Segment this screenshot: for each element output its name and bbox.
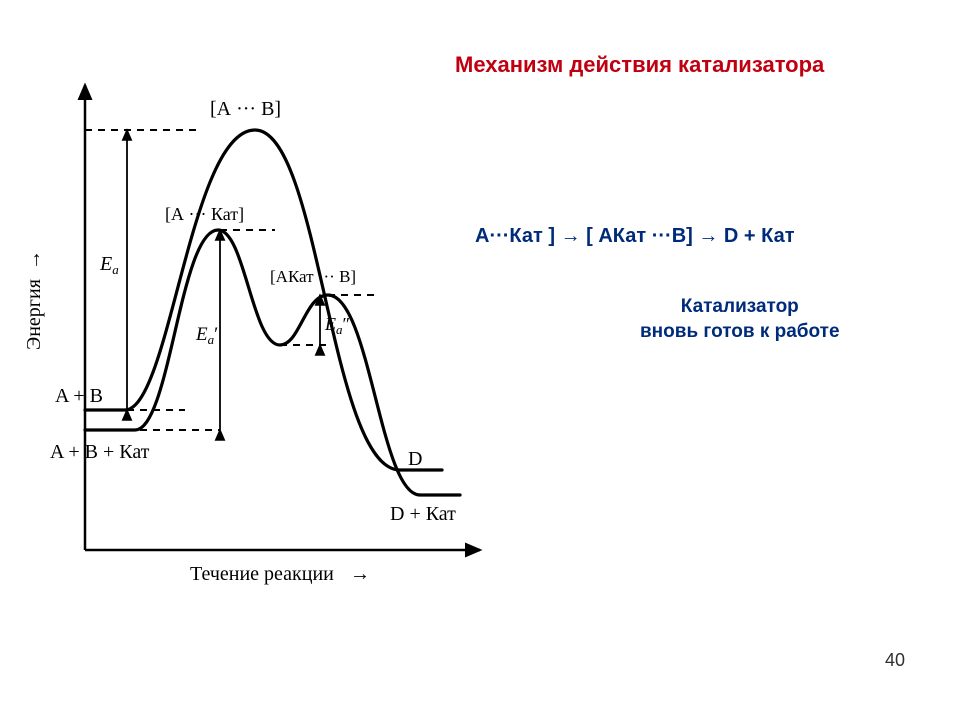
note-line-2: вновь готов к работе [640,321,840,342]
reaction-equation: А···Кат ] → [ АКат ···В] → D + Кат [475,225,795,248]
svg-text:Энергия: Энергия [23,279,45,350]
svg-text:→: → [350,563,370,585]
svg-text:→: → [23,250,45,270]
svg-text:[А ··· В]: [А ··· В] [210,98,281,120]
slide: Механизм действия катализатора А···Кат ]… [0,0,960,720]
svg-text:A + B: A + B [55,385,103,407]
svg-text:D + Кат: D + Кат [390,503,456,525]
slide-title: Механизм действия катализатора [455,52,824,78]
svg-text:[АКат ··· В]: [АКат ··· В] [270,267,356,286]
note-line-1: Катализатор [681,296,799,317]
energy-diagram: Энергия → Течение реакции → [А ··· В] [А ··· … [20,70,500,610]
svg-text:D: D [408,448,422,470]
page-number: 40 [885,650,905,671]
svg-text:Течение реакции: Течение реакции [190,563,334,585]
svg-text:Ea: Ea [99,253,119,277]
svg-text:Ea″: Ea″ [324,314,350,337]
svg-text:[А ··· Кат]: [А ··· Кат] [165,204,244,224]
svg-text:Ea′: Ea′ [195,324,218,347]
svg-text:A + B + Кат: A + B + Кат [50,441,150,463]
catalyst-note: Катализатор вновь готов к работе [640,295,840,344]
